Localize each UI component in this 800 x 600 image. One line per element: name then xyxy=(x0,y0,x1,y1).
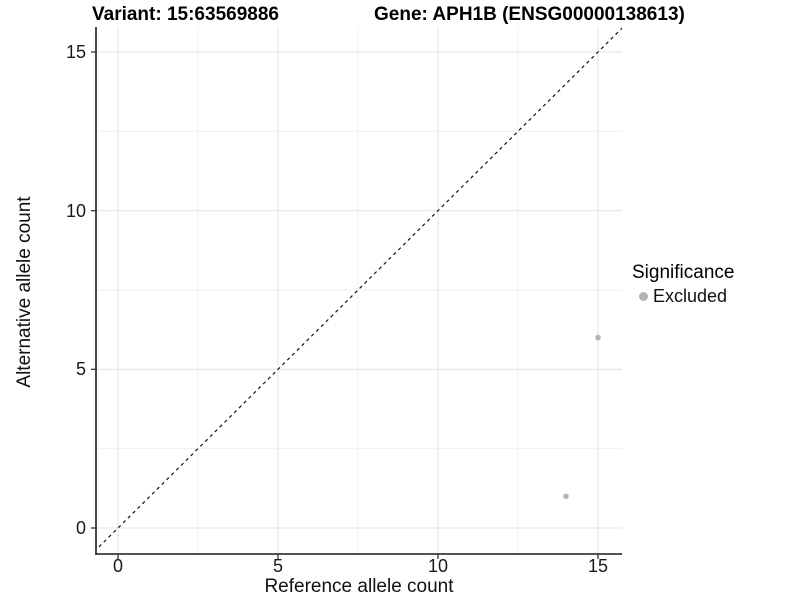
panel-content xyxy=(96,27,622,554)
plot-panel xyxy=(86,27,622,565)
gene-title: Gene: APH1B (ENSG00000138613) xyxy=(374,4,685,25)
x-tick-label: 10 xyxy=(427,556,449,576)
x-tick-label: 15 xyxy=(587,556,609,576)
data-point xyxy=(563,493,569,500)
y-tick-label: 0 xyxy=(75,518,86,538)
variant-title: Variant: 15:63569886 xyxy=(92,4,279,25)
legend: Significance Excluded xyxy=(632,262,734,306)
legend-item-excluded: Excluded xyxy=(632,286,734,306)
x-axis-title: Reference allele count xyxy=(264,576,454,597)
excluded-point-swatch xyxy=(639,291,648,301)
x-tick-label: 0 xyxy=(112,556,124,576)
y-tick-label: 15 xyxy=(65,42,86,62)
y-axis-title: Alternative allele count xyxy=(14,196,35,388)
data-point xyxy=(595,334,601,341)
x-tick-label: 5 xyxy=(272,556,284,576)
legend-title: Significance xyxy=(632,262,735,283)
plot-svg xyxy=(91,27,622,559)
y-tick-label: 5 xyxy=(75,359,86,380)
y-tick-label: 10 xyxy=(65,200,86,221)
legend-item-label: Excluded xyxy=(653,286,728,306)
